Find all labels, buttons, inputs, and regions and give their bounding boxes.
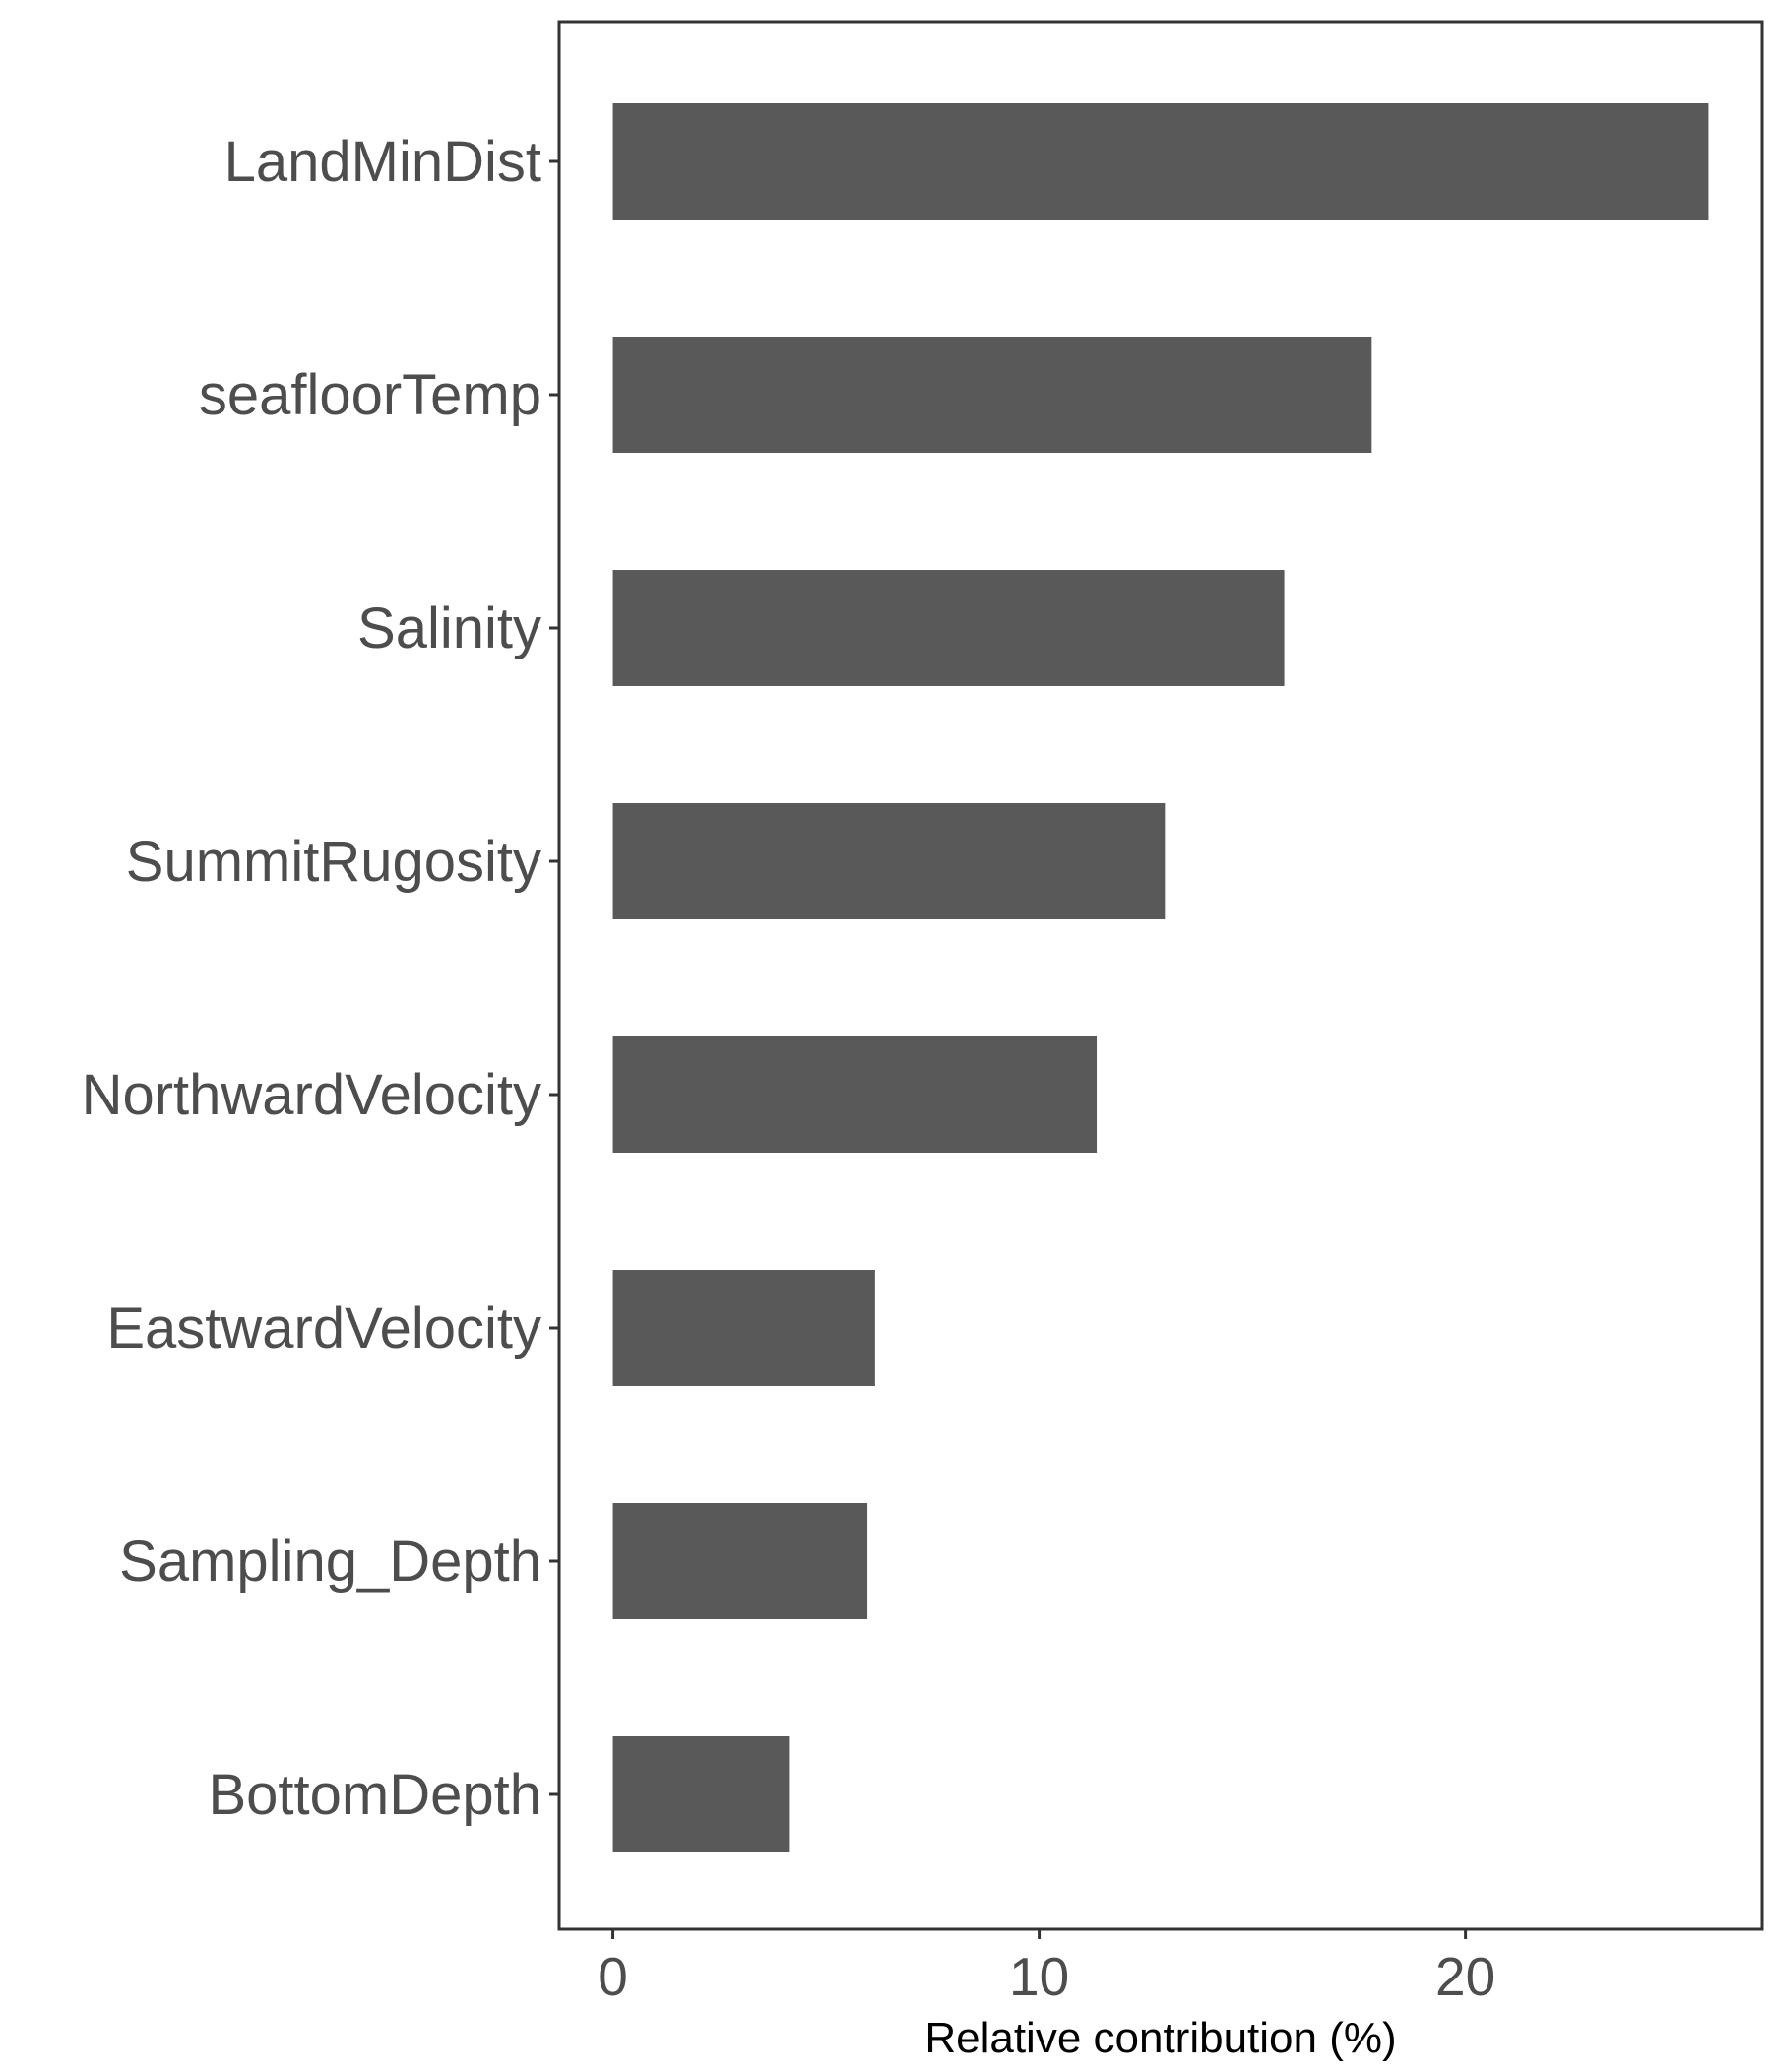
x-tick-label-20: 20 bbox=[1435, 1946, 1495, 2007]
bar-EastwardVelocity bbox=[612, 1270, 875, 1386]
x-tick-label-10: 10 bbox=[1009, 1946, 1069, 2007]
bar-Sampling_Depth bbox=[612, 1503, 868, 1619]
y-axis: LandMinDist seafloorTemp Salinity SummitRug… bbox=[82, 130, 559, 1827]
bar-SummitRugosity bbox=[612, 803, 1166, 919]
bar-LandMinDist bbox=[612, 103, 1709, 220]
bar-NorthwardVelocity bbox=[612, 1036, 1098, 1153]
y-tick-label-NorthwardVelocity: NorthwardVelocity bbox=[82, 1063, 541, 1127]
y-tick-label-SummitRugosity: SummitRugosity bbox=[126, 830, 541, 894]
y-tick-label-Sampling_Depth: Sampling_Depth bbox=[119, 1530, 541, 1594]
plot-panel-border bbox=[557, 20, 1764, 1931]
y-tick-label-BottomDepth: BottomDepth bbox=[208, 1763, 541, 1827]
x-axis: 0 10 20 bbox=[598, 1929, 1495, 2007]
y-tick-label-Salinity: Salinity bbox=[357, 596, 541, 660]
bar-Salinity bbox=[612, 570, 1285, 686]
x-tick-label-0: 0 bbox=[598, 1946, 628, 2007]
y-tick-label-seafloorTemp: seafloorTemp bbox=[199, 363, 541, 427]
y-tick-label-LandMinDist: LandMinDist bbox=[224, 130, 541, 194]
bar-seafloorTemp bbox=[612, 337, 1372, 453]
x-axis-title: Relative contribution (%) bbox=[924, 2014, 1396, 2062]
y-tick-label-EastwardVelocity: EastwardVelocity bbox=[106, 1296, 541, 1360]
bar-BottomDepth bbox=[612, 1736, 790, 1852]
bars-layer bbox=[612, 103, 1709, 1852]
